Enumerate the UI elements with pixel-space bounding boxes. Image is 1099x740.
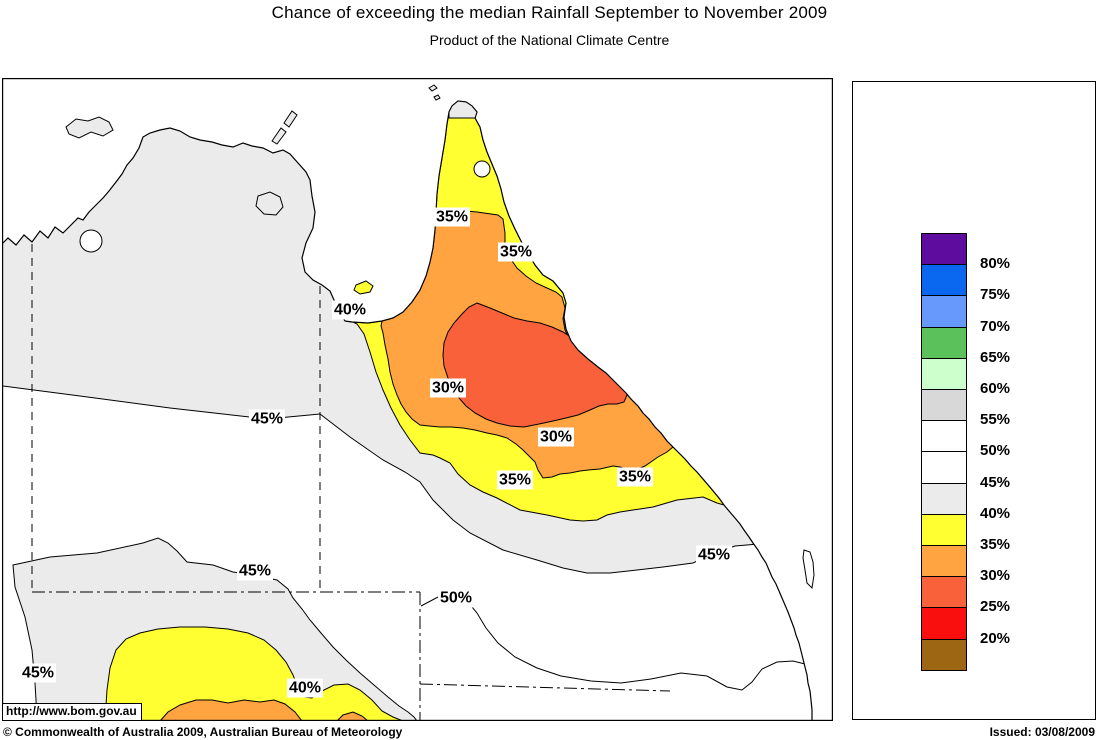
legend-threshold-label: 25% [980,598,1011,616]
wessel-islands [271,110,298,145]
legend-color-block [921,357,967,390]
lake-nt [79,229,103,253]
map-panel: http://www.bom.gov.au 35% 35% 40% 30% 30% 35%… [2,78,833,721]
legend-threshold-label: 30% [980,567,1011,585]
legend-color-block [921,607,967,640]
legend-color-block [921,389,967,422]
contour-value-label: 40% [286,678,324,698]
legend-color-block [921,513,967,546]
legend-color-block [921,326,967,359]
contour-region-30-35-southwest-b [335,711,370,721]
page-title: Chance of exceeding the median Rainfall … [271,3,828,22]
legend-threshold-label: 75% [980,286,1011,304]
coastline [2,100,813,721]
contour-region-35-40-southwest [104,626,404,721]
contour-value-label: 45% [695,545,733,565]
legend-color-block [921,451,967,484]
legend-color-block [921,638,967,671]
legend-color-block [921,545,967,578]
map-frame [2,78,833,721]
contour-value-label: 45% [19,663,57,683]
contour-value-label: 45% [248,409,286,429]
contour-value-label: 30% [429,378,467,398]
copyright-text: © Commonwealth of Australia 2009, Austra… [3,725,403,739]
legend-threshold-label: 20% [980,629,1011,647]
contour-value-label: 45% [236,561,274,581]
legend-threshold-label: 50% [980,442,1011,460]
legend-color-block [921,295,967,328]
legend-color-block [921,420,967,453]
legend-threshold-label: 40% [980,504,1011,522]
legend-color-block [921,233,967,266]
contour-line-50 [420,595,806,691]
legend-color-block [921,482,967,515]
legend-color-block [921,576,967,609]
legend-threshold-label: 45% [980,473,1011,491]
contour-value-label: 50% [437,588,475,608]
cape-york-gray-cap [448,100,478,119]
legend-threshold-label: 55% [980,411,1011,429]
page-subtitle: Product of the National Climate Centre [429,32,670,48]
contour-value-label: 35% [616,467,654,487]
legend-threshold-label: 80% [980,255,1011,273]
contour-value-label: 35% [433,207,471,227]
issued-date-text: Issued: 03/08/2009 [989,725,1095,739]
fraser-island [802,549,815,590]
contour-value-label: 35% [496,470,534,490]
torres-strait-islands [428,84,441,101]
melville-island [65,116,114,139]
groote-eylandt [255,191,284,216]
legend-panel: 80% 75% 70% 65% 60% 55% 50% 45% 40% 35% 30% 25% 20% [852,81,1096,720]
contour-region-25-30-core [442,302,628,428]
legend-threshold-label: 70% [980,317,1011,335]
border-qld-nsw [419,683,671,692]
legend-threshold-label: 65% [980,348,1011,366]
contour-value-label: 30% [537,427,575,447]
australia-map-svg [2,78,833,721]
contour-value-label: 40% [331,300,369,320]
legend-threshold-label: 60% [980,380,1011,397]
mornington-island [353,280,374,295]
bom-url-label: http://www.bom.gov.au [2,703,142,721]
legend-color-block [921,264,967,297]
contour-region-30-35-southwest-a [158,699,304,721]
legend-threshold-label: 35% [980,536,1011,553]
lake-cape-york [473,160,491,178]
contour-value-label: 35% [497,242,535,262]
